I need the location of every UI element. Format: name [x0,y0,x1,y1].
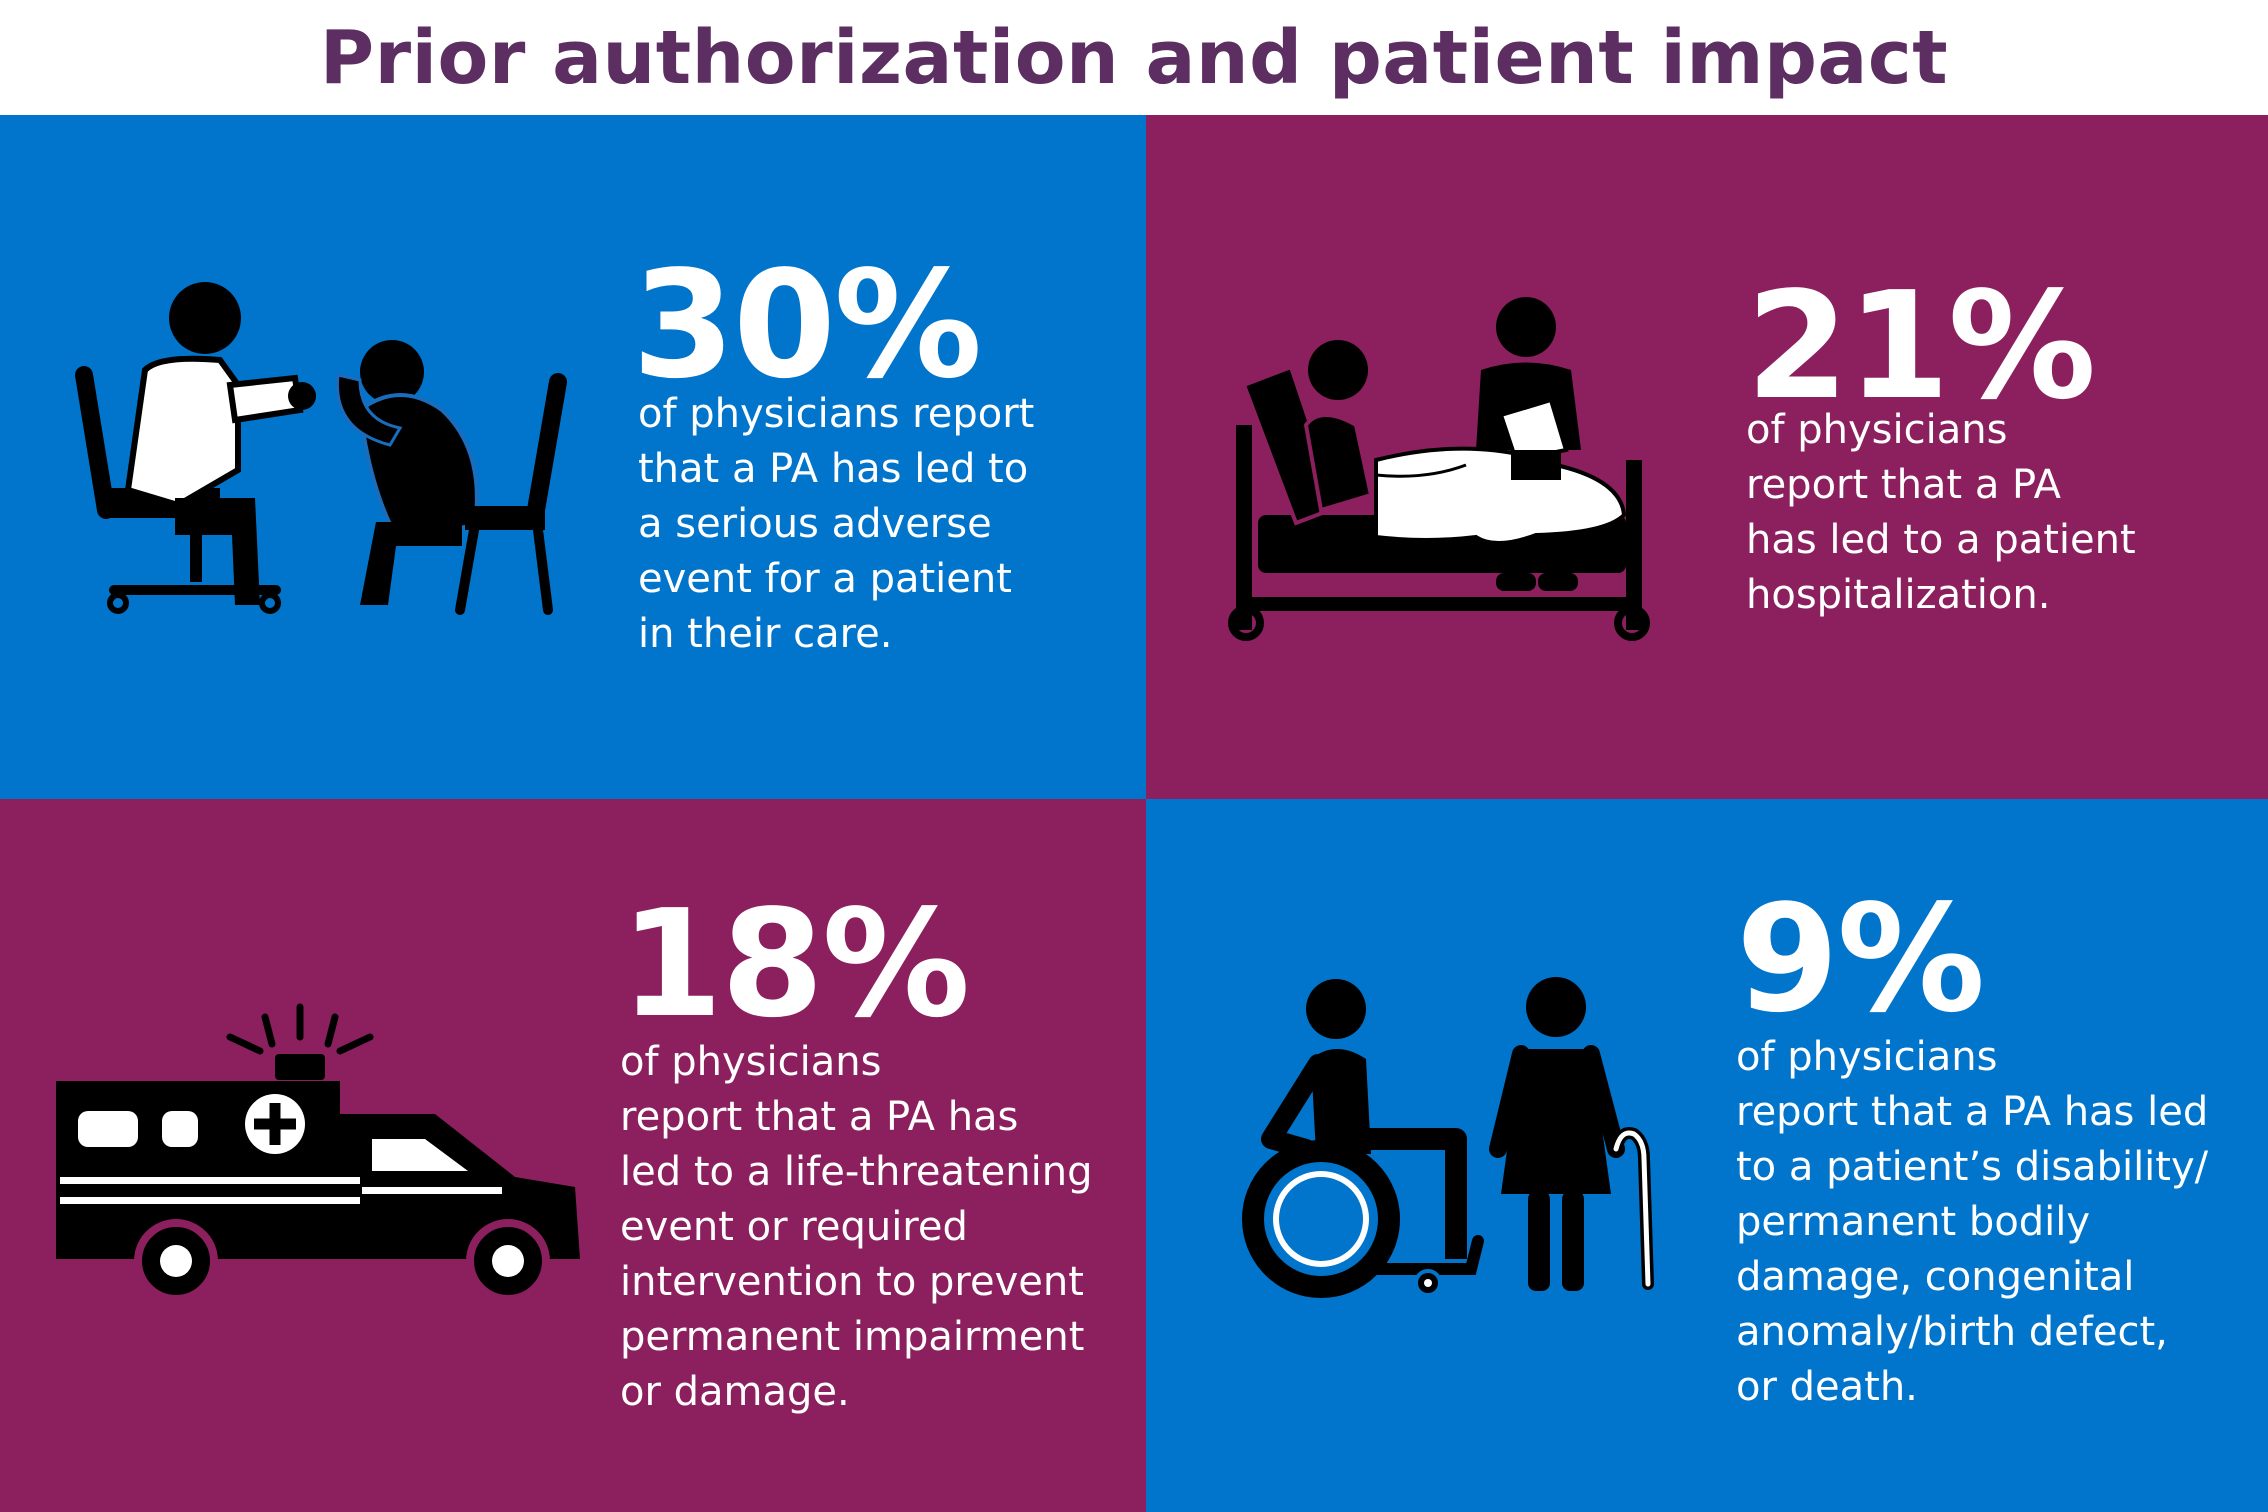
doctor-consultation-icon [75,282,567,615]
stat-description: of physicians report that a PA has led to… [638,391,1035,657]
stat-percent: 18% [620,878,970,1050]
wheelchair-and-cane-icon [1242,977,1654,1298]
stat-panel-serious-adverse-event: 30% of physicians report that a PA has le… [0,115,1146,799]
stat-description: of physicians report that a PA has led to … [1736,1034,2209,1410]
stat-percent: 21% [1746,260,2096,432]
stat-description: of physicians report that a PA has led to … [1746,407,2136,618]
stat-panel-disability-or-death: 9% of physicians report that a PA has led… [1146,799,2268,1512]
stat-description: of physicians report that a PA has led to … [620,1039,1093,1415]
stat-percent: 30% [632,239,982,411]
ambulance-icon [56,1003,580,1299]
stat-percent: 9% [1736,873,1985,1045]
header: Prior authorization and patient impact [0,0,2268,115]
page-title: Prior authorization and patient impact [319,15,1949,101]
stat-panel-hospitalization: 21% of physicians report that a PA has led… [1146,115,2268,799]
stat-panel-life-threatening: 18% of physicians report that a PA has led… [0,799,1146,1512]
hospital-bed-icon [1228,297,1650,641]
